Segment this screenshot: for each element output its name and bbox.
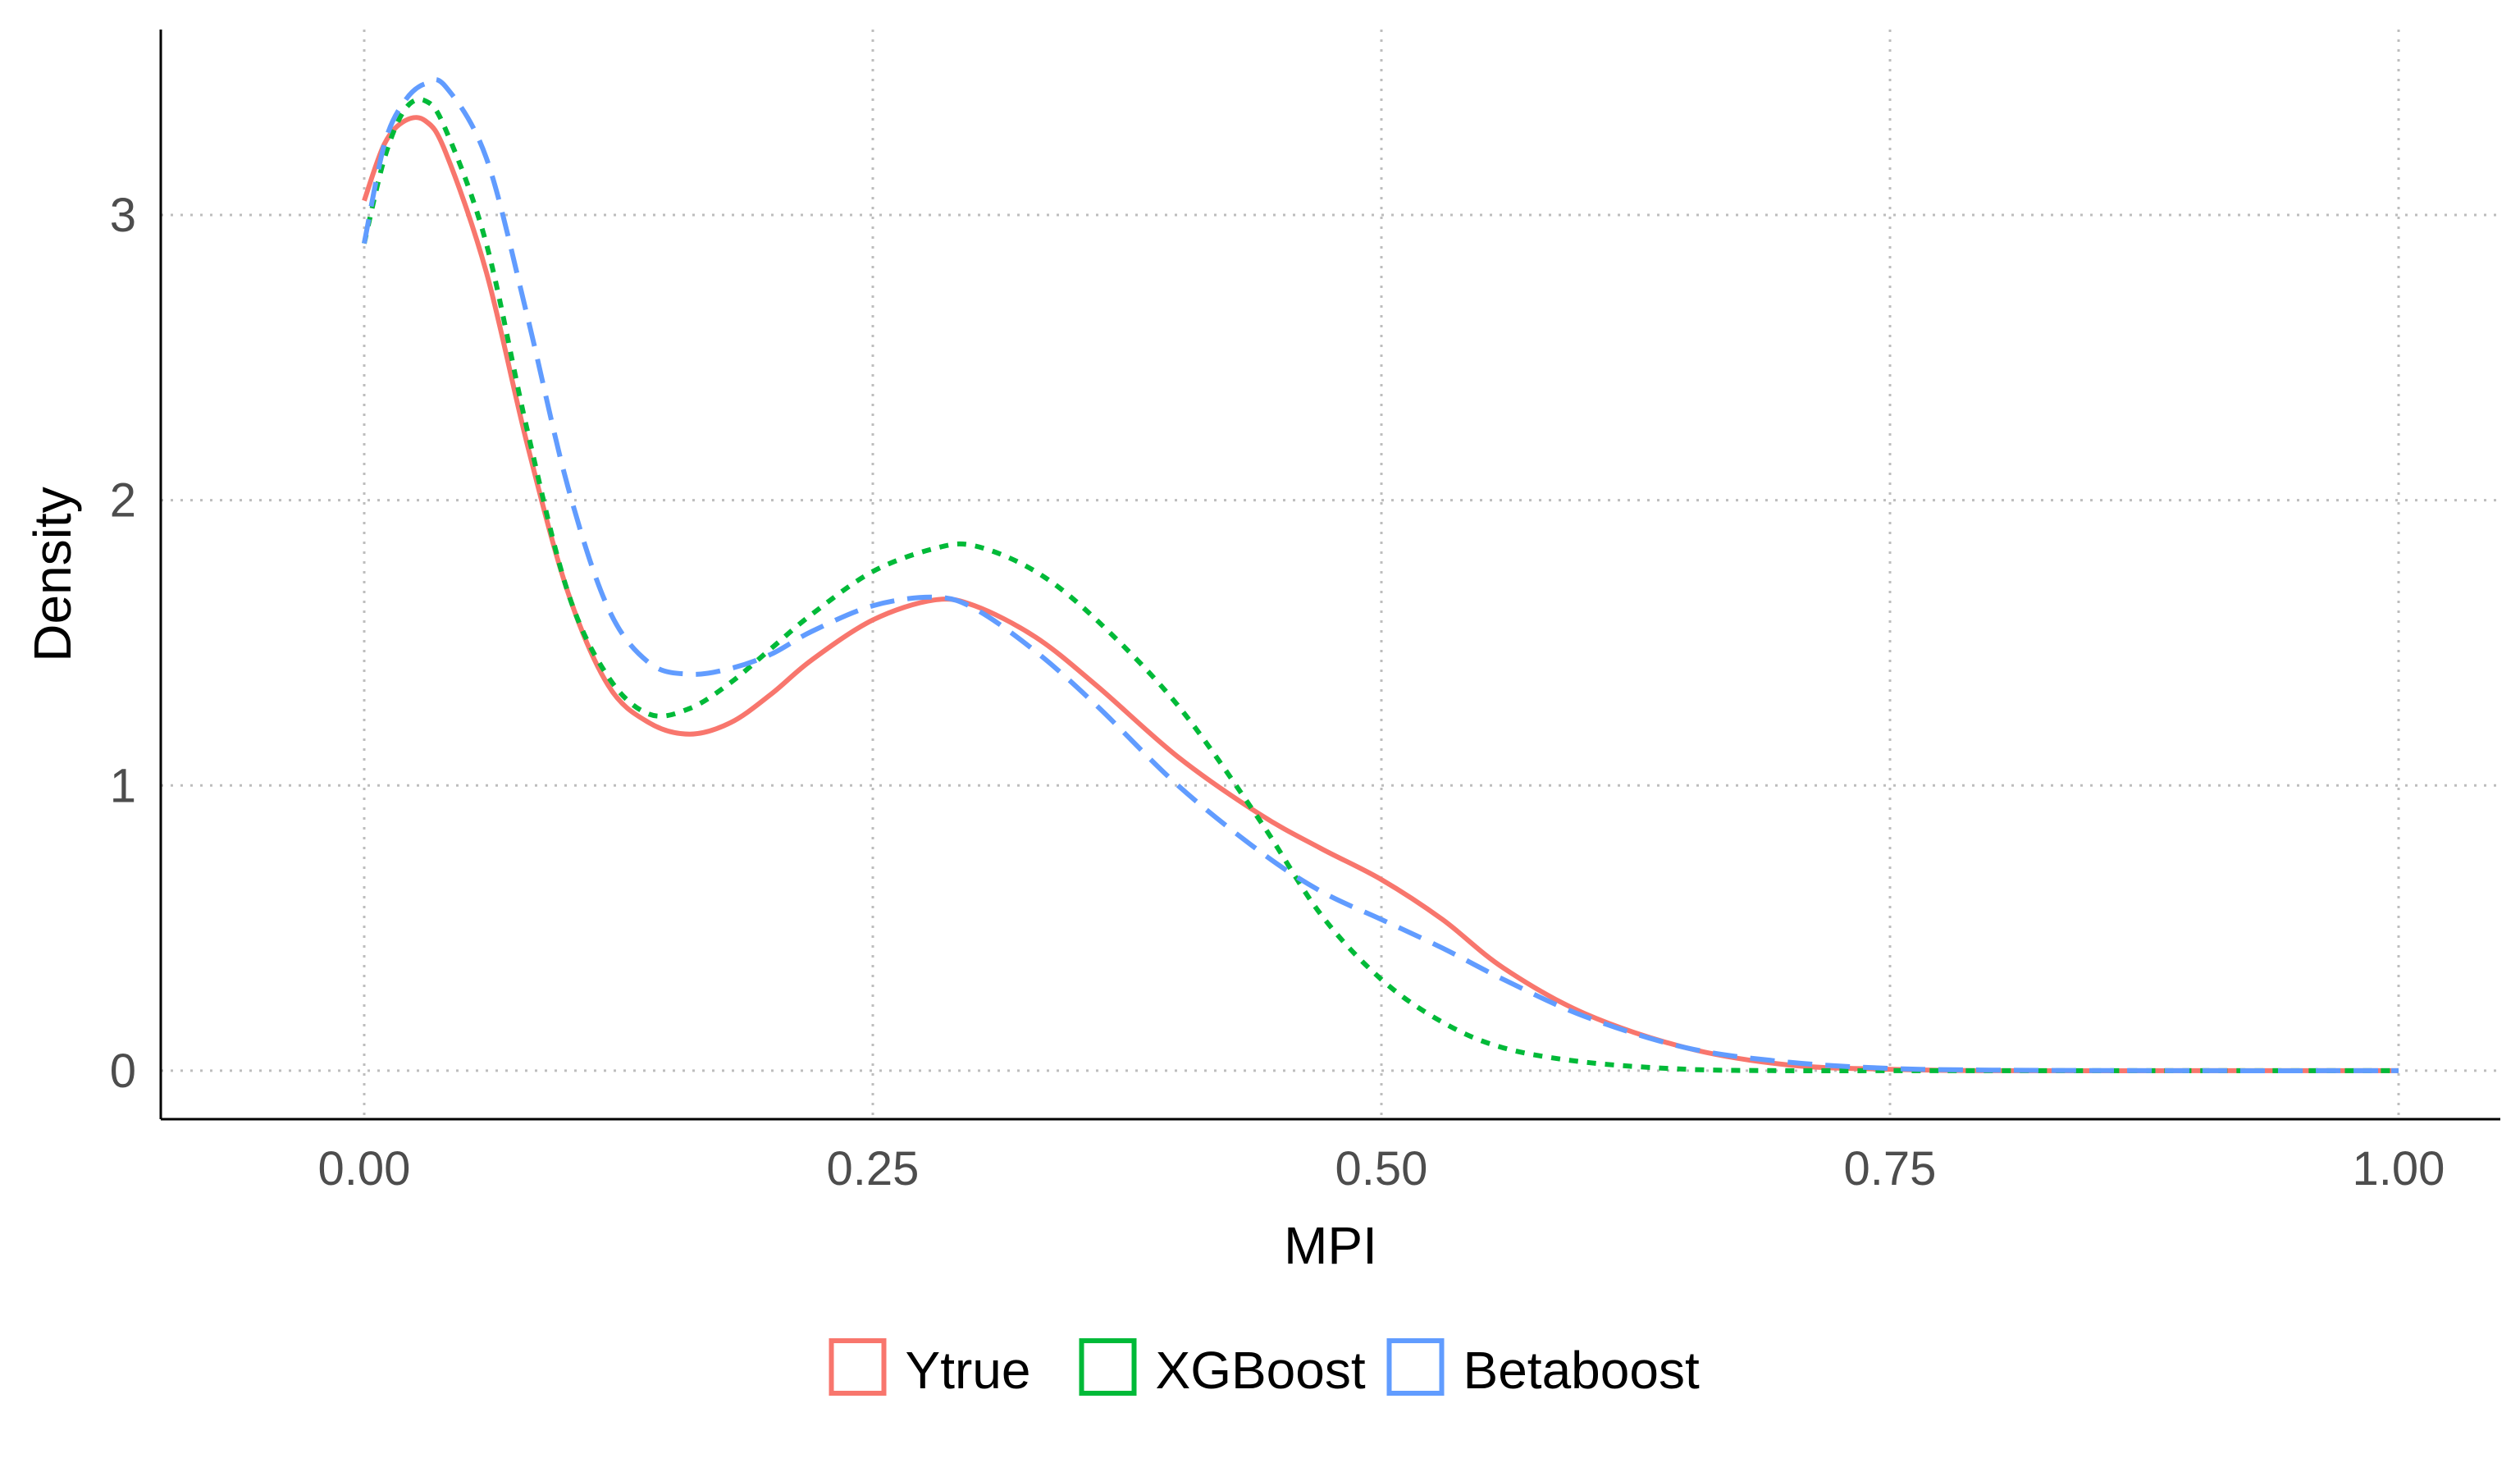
- y-tick-label: 2: [110, 474, 136, 528]
- x-tick-label: 1.00: [2353, 1142, 2445, 1195]
- grid-lines: [161, 30, 2500, 1119]
- y-tick-label: 0: [110, 1045, 136, 1098]
- series-line-ytrue: [362, 115, 2399, 1074]
- legend-key-betaboost: [1386, 1338, 1445, 1396]
- series-line-xgboost: [362, 97, 2399, 1074]
- legend-label-ytrue: Ytrue: [906, 1341, 1031, 1400]
- legend-label-betaboost: Betaboost: [1463, 1341, 1700, 1400]
- x-tick-label: 0.75: [1844, 1142, 1937, 1195]
- x-tick-label: 0.50: [1335, 1142, 1428, 1195]
- axes: [159, 30, 2500, 1121]
- legend-key-xgboost: [1079, 1338, 1137, 1396]
- legend: Ytrue XGBoost Betaboost: [829, 1338, 1700, 1400]
- x-axis-title: MPI: [1284, 1216, 1377, 1275]
- tick-labels: 0.00 0.25 0.50 0.75 1.00 0 1 2 3: [110, 189, 2445, 1195]
- y-axis-title: Density: [23, 487, 82, 661]
- x-tick-label: 0.00: [318, 1142, 411, 1195]
- y-tick-label: 3: [110, 189, 136, 242]
- y-tick-label: 1: [110, 759, 136, 812]
- legend-label-xgboost: XGBoost: [1156, 1341, 1366, 1400]
- series-line-betaboost: [362, 77, 2399, 1073]
- x-tick-label: 0.25: [827, 1142, 920, 1195]
- series-lines: [362, 77, 2399, 1074]
- legend-key-ytrue: [829, 1338, 887, 1396]
